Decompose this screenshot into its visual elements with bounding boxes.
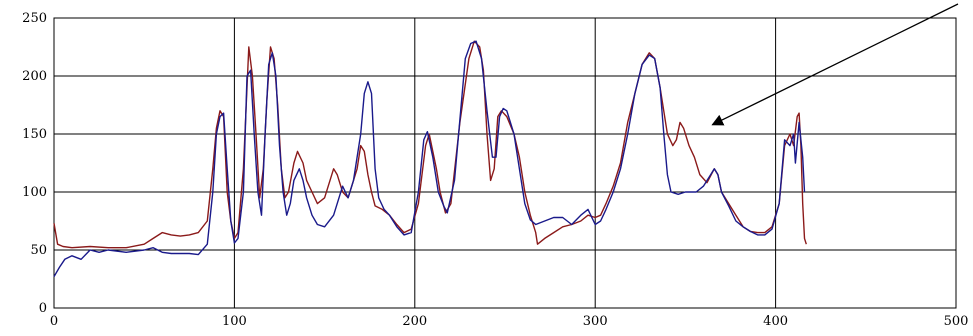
x-tick-label: 100 bbox=[222, 314, 247, 329]
y-tick-label: 200 bbox=[22, 69, 47, 84]
y-tick-label: 0 bbox=[39, 301, 47, 316]
annotation-arrow bbox=[711, 3, 959, 126]
x-tick-label: 500 bbox=[944, 314, 969, 329]
grid-lines bbox=[54, 18, 956, 308]
y-tick-label: 250 bbox=[22, 11, 47, 26]
tick-labels: 0 100 200 300 400 500 0 50 100 150 200 250 bbox=[22, 11, 968, 329]
x-tick-label: 0 bbox=[50, 314, 58, 329]
annotations bbox=[711, 3, 959, 126]
x-tick-label: 300 bbox=[583, 314, 608, 329]
series-group bbox=[53, 40, 807, 278]
x-tick-label: 200 bbox=[402, 314, 427, 329]
x-tick-label: 400 bbox=[763, 314, 788, 329]
series-line-2 bbox=[53, 40, 806, 278]
y-tick-label: 50 bbox=[30, 243, 47, 258]
plot-area bbox=[53, 17, 957, 309]
y-tick-label: 100 bbox=[22, 185, 47, 200]
y-tick-label: 150 bbox=[22, 127, 47, 142]
